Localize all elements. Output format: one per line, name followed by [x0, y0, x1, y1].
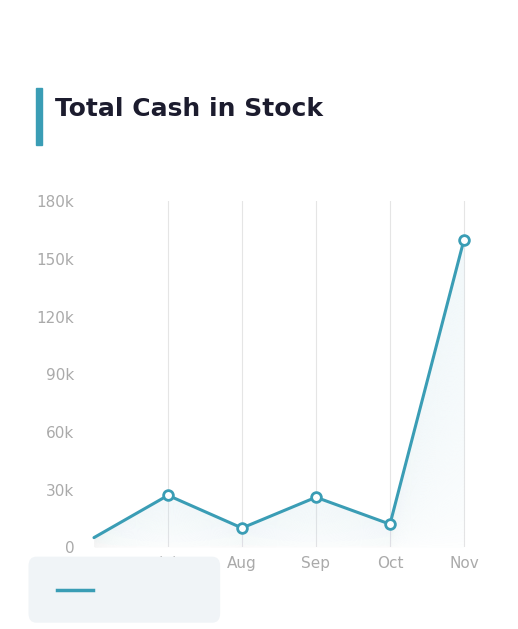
Text: Total: Total	[104, 580, 152, 599]
Point	[386, 519, 394, 529]
Point	[312, 493, 320, 503]
Point	[460, 235, 468, 245]
Point	[164, 491, 172, 501]
Text: Total Cash in Stock: Total Cash in Stock	[55, 96, 323, 121]
Point	[238, 523, 246, 533]
